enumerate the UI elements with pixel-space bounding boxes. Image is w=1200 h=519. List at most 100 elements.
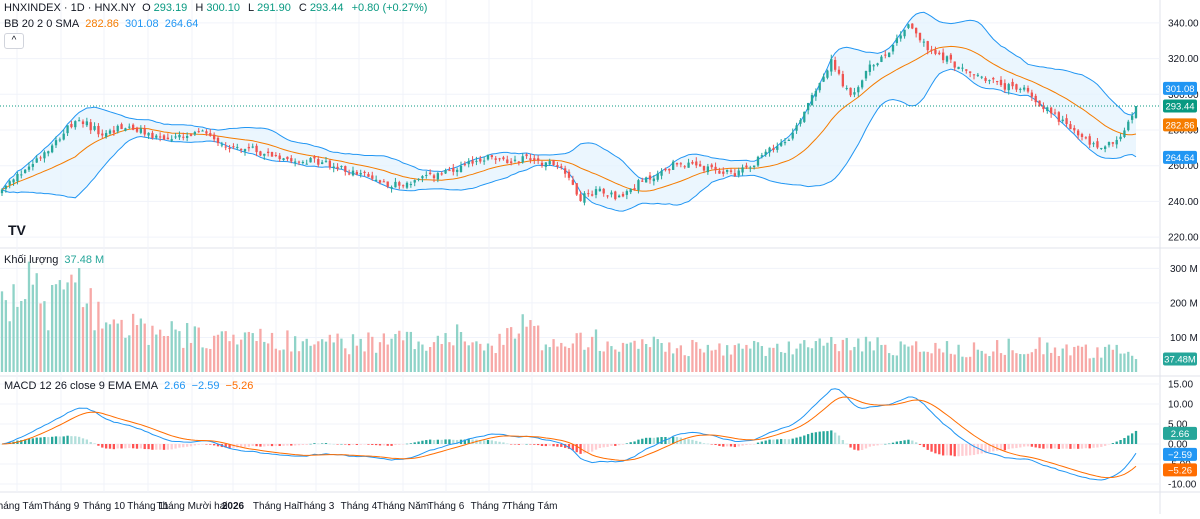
x-tick-label: Tháng Tám: [0, 501, 42, 512]
macd-histogram-bar: [174, 444, 177, 449]
candle-body: [980, 76, 983, 78]
macd-histogram-bar: [201, 444, 204, 445]
candle-body: [914, 27, 918, 34]
volume-bar: [479, 343, 482, 372]
macd-histogram-bar: [382, 444, 386, 446]
volume-bar: [995, 340, 999, 372]
volume-bar: [471, 342, 474, 372]
price-tick-label: 260.00: [1168, 161, 1199, 172]
volume-bar: [324, 341, 328, 372]
macd-legend[interactable]: MACD 12 26 close 9 EMA EMA 2.66 −2.59 −5…: [4, 380, 256, 392]
candle-body: [872, 65, 875, 67]
macd-histogram-bar: [687, 439, 690, 444]
macd-histogram-bar: [440, 439, 443, 444]
macd-histogram-bar: [876, 444, 879, 446]
bb-lower-tag: [1163, 150, 1197, 164]
candle-body: [62, 133, 65, 140]
volume-tick-label: 100 M: [1170, 333, 1198, 344]
candle-body: [139, 128, 143, 133]
volume-bar: [1019, 354, 1022, 372]
candle-body: [166, 137, 170, 140]
volume-bar: [683, 355, 686, 372]
candle-body: [386, 181, 389, 187]
macd-histogram-bar: [155, 444, 158, 450]
volume-bar: [367, 332, 370, 372]
volume-bar: [436, 335, 440, 372]
macd-histogram-bar: [722, 444, 725, 447]
macd-histogram-bar: [263, 444, 266, 447]
volume-bar: [749, 348, 752, 372]
bb-legend[interactable]: BB 20 2 0 SMA 282.86 301.08 264.64: [4, 18, 201, 30]
macd-histogram-bar: [938, 444, 941, 455]
volume-legend[interactable]: Khối lượng 37.48 M: [4, 254, 107, 266]
candle-body: [621, 193, 625, 197]
candle-body: [147, 132, 150, 136]
signal-value-tag-label: −2.59: [1168, 450, 1192, 461]
volume-bar: [378, 342, 382, 372]
candle-body: [16, 173, 19, 182]
volume-bar: [525, 326, 528, 372]
candle-body: [282, 158, 285, 161]
volume-bar: [1038, 337, 1041, 372]
volume-bar: [62, 289, 65, 372]
hist-value-tag: [1163, 463, 1197, 477]
candle-body: [409, 184, 413, 186]
volume-bar: [710, 350, 713, 372]
volume-bar: [579, 332, 582, 372]
collapse-legend-button[interactable]: ^: [4, 33, 24, 49]
volume-bar: [1088, 358, 1091, 372]
candle-body: [486, 154, 490, 160]
macd-histogram-bar: [182, 444, 185, 448]
candle-body: [185, 136, 189, 138]
volume-bar: [614, 349, 617, 372]
candle-body: [714, 166, 717, 171]
volume-bar: [97, 301, 100, 372]
candle-body: [274, 155, 278, 157]
volume-bar: [787, 341, 791, 372]
candle-body: [216, 137, 220, 144]
volume-bar: [70, 274, 73, 372]
macd-histogram-bar: [830, 430, 833, 444]
volume-bar: [355, 345, 359, 372]
candle-body: [259, 151, 262, 156]
candle-body: [1011, 81, 1014, 87]
candle-body: [513, 159, 517, 161]
candle-body: [413, 180, 416, 183]
macd-histogram-bar: [320, 443, 324, 444]
volume-bar: [293, 336, 297, 372]
candle-body: [1130, 115, 1134, 120]
candle-body: [12, 179, 15, 183]
candle-body: [695, 161, 698, 166]
candle-body: [999, 79, 1003, 86]
hist-value-tag-label: −5.26: [1168, 465, 1192, 476]
candle-body: [23, 169, 27, 173]
candle-body: [193, 132, 197, 135]
macd-histogram-bar: [286, 444, 289, 446]
ohlc-low-label: L: [248, 2, 255, 14]
volume-bar: [124, 337, 127, 372]
macd-histogram-bar: [810, 432, 814, 444]
volume-bar: [89, 288, 92, 372]
candle-body: [290, 158, 293, 162]
volume-bar: [405, 331, 409, 372]
candle-body: [355, 171, 359, 175]
macd-histogram-bar: [486, 440, 490, 444]
volume-bar: [413, 349, 416, 372]
candle-body: [313, 156, 316, 159]
candle-body: [988, 80, 991, 82]
volume-bar: [31, 284, 35, 372]
volume-bar: [47, 330, 50, 372]
macd-histogram-bar: [1084, 444, 1088, 449]
candle-body: [1115, 139, 1118, 145]
volume-bar: [1046, 342, 1049, 372]
signal-value-tag: [1163, 447, 1197, 461]
volume-bar: [652, 336, 656, 372]
candle-body: [1127, 121, 1130, 131]
volume-bar: [641, 339, 644, 372]
macd-histogram-bar: [324, 443, 328, 444]
macd-histogram-bar: [1042, 444, 1045, 449]
macd-histogram-bar: [482, 440, 486, 444]
candle-body: [54, 140, 58, 146]
